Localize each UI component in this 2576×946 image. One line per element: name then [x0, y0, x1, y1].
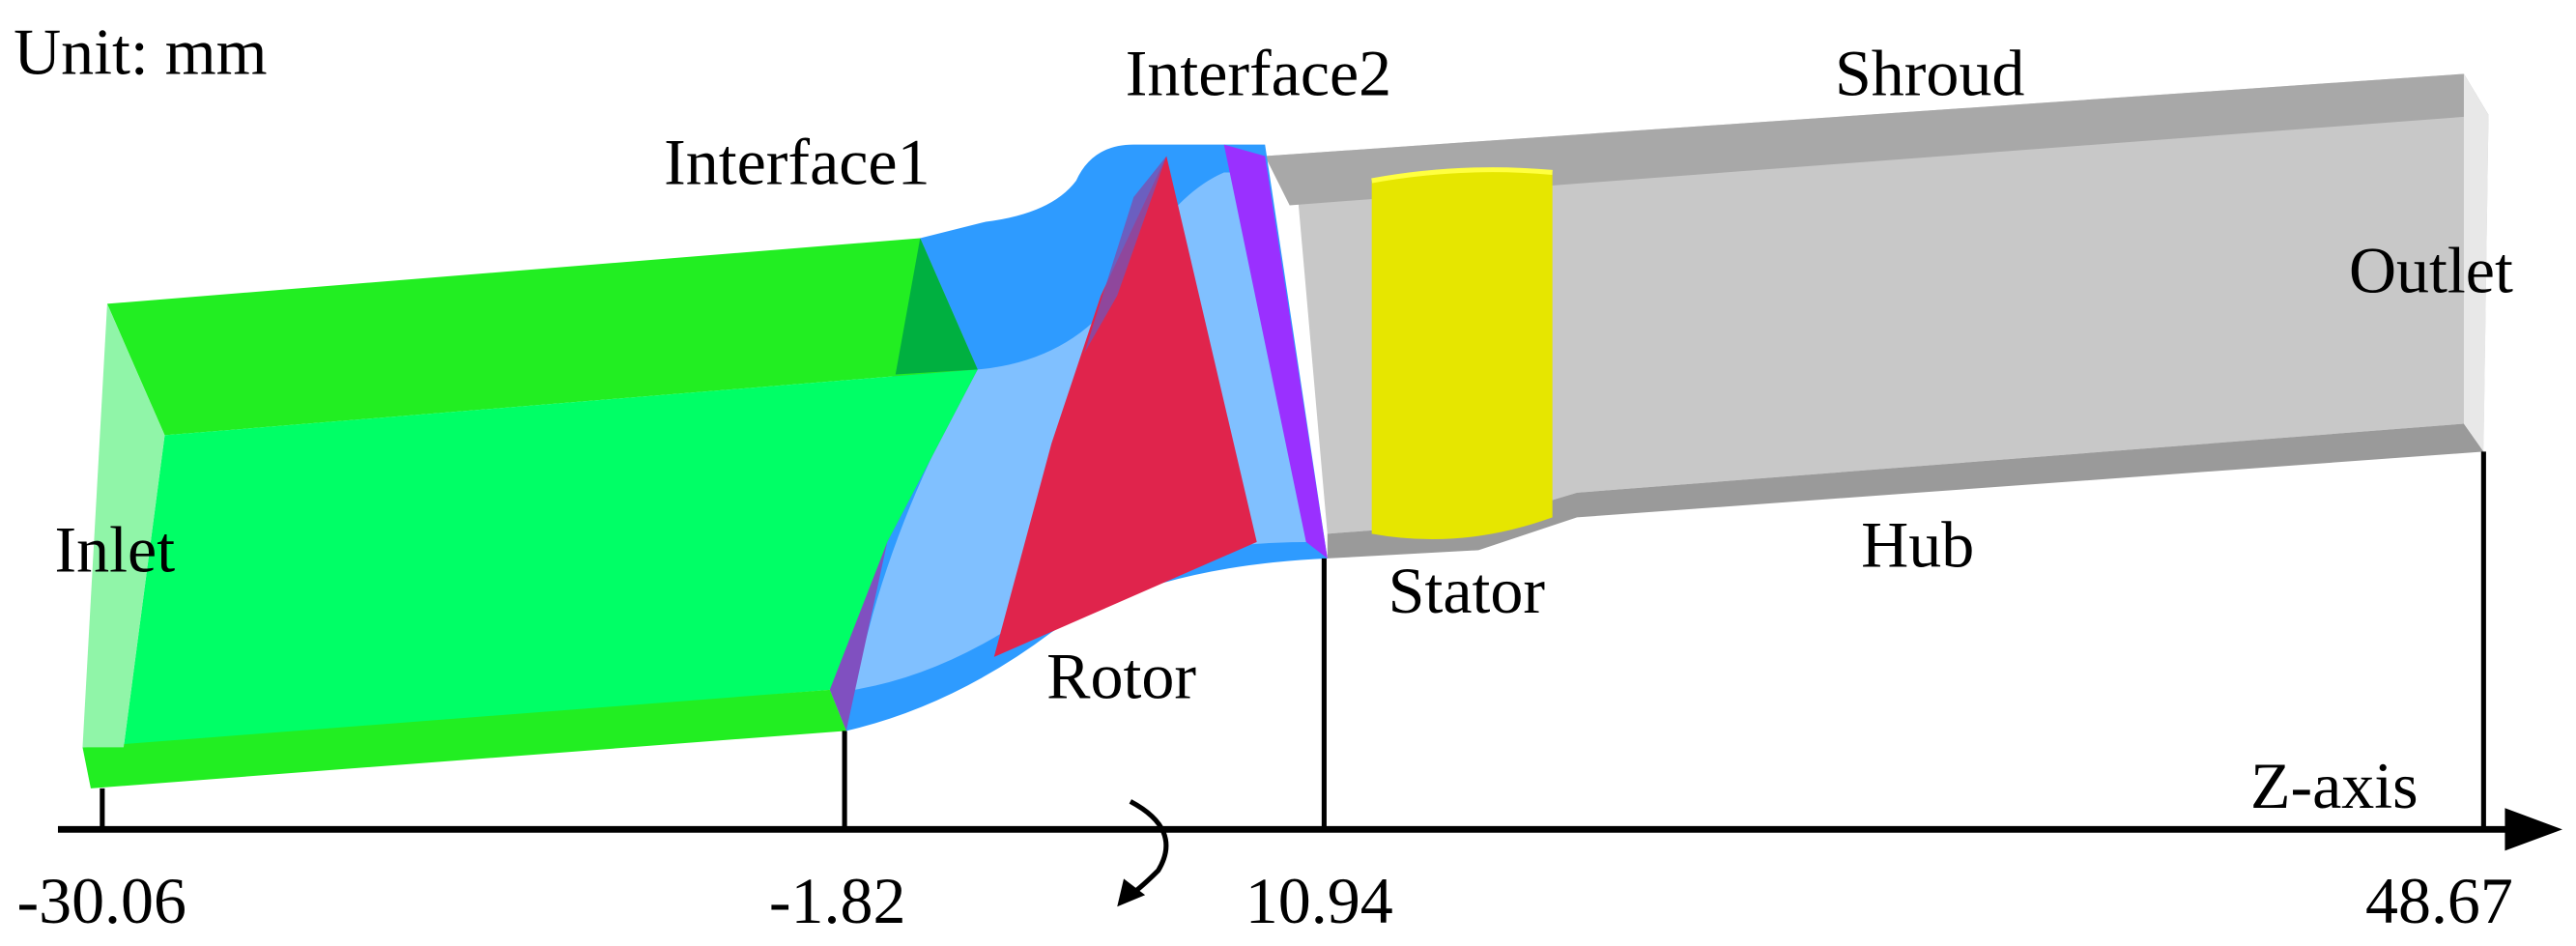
z-axis-arrow: [2504, 808, 2562, 851]
rotor-overlap: [1084, 156, 1167, 354]
region-label: Rotor: [1046, 639, 1196, 712]
inlet-main: [123, 369, 978, 748]
hub-band: [1327, 423, 2484, 559]
inlet-corner: [895, 238, 978, 375]
outlet-face: [2463, 73, 2489, 452]
inlet-top: [106, 238, 978, 436]
inlet-face: [82, 303, 165, 748]
region-label: Hub: [1861, 507, 1974, 581]
region-label: Interface1: [664, 125, 930, 198]
stator-edge: [1371, 167, 1553, 184]
shroud-band: [1265, 73, 2489, 206]
rotor-blade: [993, 156, 1257, 657]
region-label: Stator: [1388, 554, 1546, 627]
region-label: Outlet: [2349, 234, 2513, 307]
rotation-arrow: [1129, 799, 1169, 898]
unit-label: Unit: mm: [14, 14, 267, 88]
outlet-domain: [1265, 73, 2489, 534]
region-label: Shroud: [1835, 37, 2024, 110]
interface2-face: [1223, 144, 1328, 559]
tick-label: -30.06: [16, 864, 186, 937]
region-label: Interface2: [1126, 37, 1391, 110]
region-label: Inlet: [55, 512, 176, 586]
tick-label: 48.67: [2365, 864, 2513, 937]
rotation-arrowhead: [1117, 878, 1146, 907]
stator-blade: [1371, 169, 1553, 540]
tick-label: -1.82: [769, 864, 906, 937]
axis-label: Z-axis: [2250, 749, 2419, 822]
tick-label: 10.94: [1245, 864, 1393, 937]
inlet-bottom: [82, 689, 846, 788]
